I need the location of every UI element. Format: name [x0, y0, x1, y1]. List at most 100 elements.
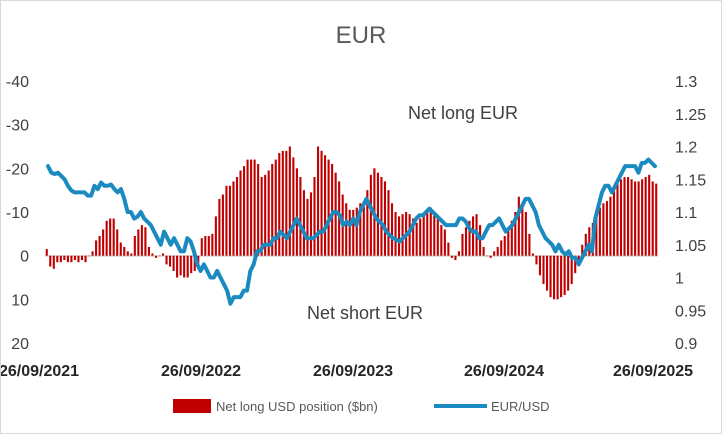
usd-position-bar: [380, 177, 382, 256]
usd-position-bar: [60, 256, 62, 263]
usd-position-bar: [180, 256, 182, 276]
usd-position-bar: [222, 195, 224, 256]
usd-position-bar: [92, 251, 94, 255]
usd-position-bar: [148, 247, 150, 256]
usd-position-bar: [440, 225, 442, 256]
usd-position-bar: [63, 256, 65, 260]
usd-position-bar: [479, 225, 481, 256]
usd-position-bar: [623, 177, 625, 256]
legend-label-bars: Net long USD position ($bn): [216, 399, 378, 414]
left-tick-label: -20: [6, 161, 29, 178]
usd-position-bar: [137, 229, 139, 255]
usd-position-bar: [162, 253, 164, 255]
usd-position-bar: [426, 210, 428, 256]
usd-position-bar: [247, 160, 249, 256]
usd-position-bar: [310, 192, 312, 255]
left-tick-label: 10: [11, 292, 29, 309]
usd-position-bar: [532, 253, 534, 255]
usd-position-bar: [116, 229, 118, 255]
usd-position-bar: [306, 199, 308, 256]
usd-position-bar: [542, 256, 544, 284]
usd-position-bar: [77, 256, 79, 263]
usd-position-bar: [430, 208, 432, 256]
usd-position-bar: [528, 234, 530, 256]
usd-position-bar: [130, 253, 132, 255]
right-tick-label: 1.25: [675, 107, 706, 124]
usd-position-bar: [483, 247, 485, 256]
usd-position-bar: [631, 179, 633, 255]
usd-position-bar: [155, 256, 157, 258]
usd-position-bar: [609, 197, 611, 256]
left-tick-label: -10: [6, 205, 29, 222]
usd-position-bar: [490, 256, 492, 258]
usd-position-bar: [208, 236, 210, 256]
usd-position-bar: [606, 201, 608, 256]
usd-position-bar: [278, 153, 280, 256]
usd-position-bar: [144, 227, 146, 255]
usd-position-bar: [190, 256, 192, 273]
usd-position-bar: [387, 190, 389, 256]
usd-position-bar: [504, 236, 506, 256]
usd-position-bar: [451, 256, 453, 258]
usd-position-bar: [370, 175, 372, 256]
usd-position-bar: [553, 256, 555, 300]
usd-position-bar: [447, 243, 449, 256]
usd-position-bar: [398, 216, 400, 255]
usd-position-bar: [67, 256, 69, 263]
legend-label-line: EUR/USD: [491, 399, 550, 414]
usd-position-bar: [204, 236, 206, 256]
usd-position-bar: [560, 256, 562, 297]
usd-position-bar: [165, 256, 167, 265]
usd-position-bar: [525, 212, 527, 256]
usd-position-bar: [458, 251, 460, 255]
usd-position-bar: [215, 216, 217, 255]
x-tick-label: 26/09/2024: [464, 363, 544, 380]
usd-position-bar: [564, 256, 566, 295]
usd-position-bar: [391, 203, 393, 255]
usd-position-bar: [419, 219, 421, 256]
usd-position-bar: [546, 256, 548, 291]
usd-position-bar: [236, 177, 238, 256]
usd-position-bar: [331, 164, 333, 256]
annotation-net-short: Net short EUR: [307, 303, 423, 323]
usd-position-bar: [507, 229, 509, 255]
usd-position-bar: [292, 157, 294, 255]
usd-position-bar: [95, 240, 97, 255]
usd-position-bar: [377, 173, 379, 256]
usd-position-bar: [56, 256, 58, 263]
usd-position-bar: [557, 256, 559, 300]
usd-position-bar: [638, 181, 640, 255]
legend-swatch-bars: [173, 399, 211, 413]
usd-position-bar: [423, 214, 425, 255]
usd-position-bar: [123, 247, 125, 256]
right-tick-label: 0.95: [675, 303, 706, 320]
usd-position-bar: [437, 219, 439, 256]
chart-title: EUR: [336, 22, 387, 49]
usd-position-bar: [648, 175, 650, 256]
usd-position-bar: [613, 190, 615, 256]
usd-position-bar: [454, 256, 456, 260]
usd-position-bar: [250, 160, 252, 256]
usd-position-bar: [394, 212, 396, 256]
usd-position-bar: [299, 177, 301, 256]
right-tick-label: 1.15: [675, 172, 706, 189]
usd-position-bar: [173, 256, 175, 271]
left-tick-label: -40: [6, 74, 29, 91]
usd-position-bar: [599, 208, 601, 256]
usd-position-bar: [296, 168, 298, 255]
usd-position-bar: [282, 151, 284, 256]
right-tick-label: 1.05: [675, 238, 706, 255]
usd-position-bar: [113, 219, 115, 256]
usd-position-bar: [602, 203, 604, 255]
right-tick-label: 1: [675, 271, 684, 288]
usd-position-bar: [275, 160, 277, 256]
usd-position-bar: [99, 236, 101, 256]
usd-position-bar: [465, 227, 467, 255]
usd-position-bar: [345, 203, 347, 255]
right-tick-label: 0.9: [675, 336, 697, 353]
usd-position-bar: [211, 234, 213, 256]
